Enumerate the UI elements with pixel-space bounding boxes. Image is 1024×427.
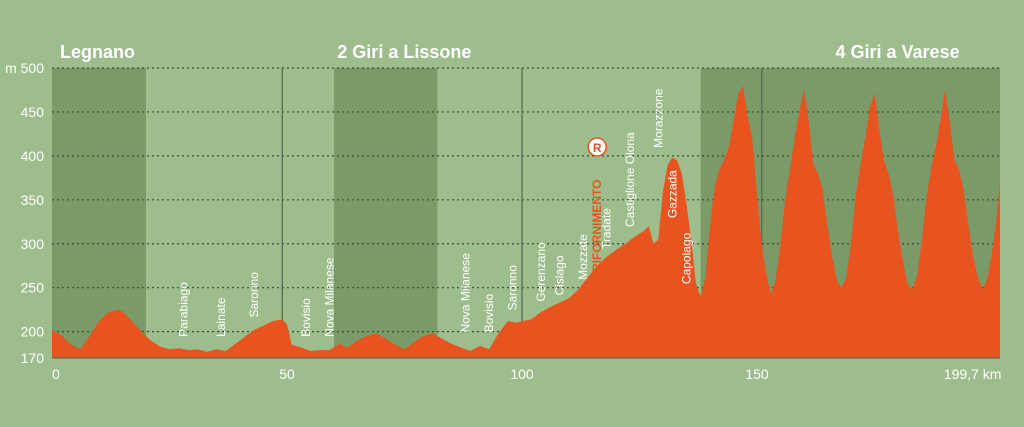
place-label: Saronno	[506, 265, 520, 311]
y-tick-label: m 500	[5, 60, 44, 76]
x-tick-label: 199,7 km	[944, 366, 1002, 382]
y-tick-label: 200	[21, 324, 45, 340]
x-tick-label: 100	[510, 366, 534, 382]
x-tick-label: 0	[52, 366, 60, 382]
y-tick-label: 400	[21, 148, 45, 164]
y-tick-label: 250	[21, 280, 45, 296]
y-tick-label: 300	[21, 236, 45, 252]
place-label: Nova Milanese	[459, 253, 473, 333]
y-tick-label: 170	[21, 350, 45, 366]
feed-zone-badge-letter: R	[593, 141, 602, 155]
place-label: Cislago	[553, 255, 567, 295]
shaded-band	[334, 68, 438, 358]
place-label: Lainate	[214, 297, 228, 337]
place-label: Castiglione Olona	[623, 132, 637, 227]
feed-zone-badge	[587, 137, 607, 157]
x-tick-label: 150	[745, 366, 769, 382]
place-label: Parabiago	[177, 282, 191, 337]
feed-zone-marker: RIFORNIMENTO R	[587, 137, 607, 272]
place-label: Nova Milanese	[322, 257, 336, 337]
place-label: Morazzone	[651, 88, 665, 148]
shaded-band	[52, 68, 147, 358]
place-label: Gazzada	[665, 170, 679, 218]
place-label: Tradate	[600, 208, 614, 249]
y-tick-label: 450	[21, 104, 45, 120]
sector-titles: Legnano 2 Giri a Lissone 4 Giri a Varese	[60, 42, 960, 62]
sector-title: 4 Giri a Varese	[836, 42, 960, 62]
y-tick-label: 350	[21, 192, 45, 208]
place-label: Capolago	[680, 232, 694, 284]
place-labels: Parabiago Lainate Saronno Bovisio Nova Milan…	[177, 88, 694, 337]
sector-title: Legnano	[60, 42, 135, 62]
place-label: Bovisio	[482, 293, 496, 332]
elevation-profile-area	[52, 85, 1000, 358]
y-axis-tick-labels: m 500 450 400 350 300 250 200 170	[5, 60, 44, 366]
place-label: Saronno	[247, 272, 261, 318]
place-label: Bovisio	[299, 298, 313, 337]
place-label: Gerenzano	[534, 242, 548, 302]
sector-title: 2 Giri a Lissone	[337, 42, 471, 62]
feed-zone-label: RIFORNIMENTO	[590, 180, 604, 272]
x-tick-label: 50	[279, 366, 295, 382]
x-axis-tick-labels: 0 50 100 150 199,7 km	[52, 366, 1001, 382]
place-label: Mozzate	[576, 234, 590, 280]
